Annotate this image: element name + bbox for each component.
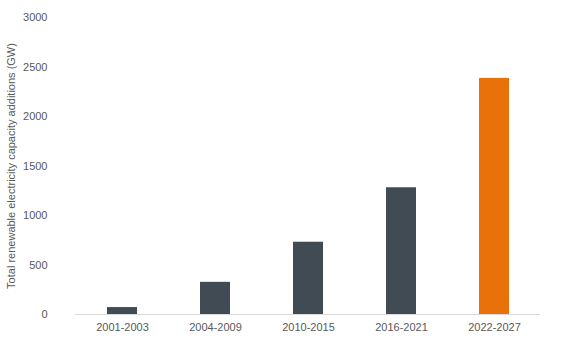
svg-text:0: 0 xyxy=(41,308,47,320)
svg-text:2001-2003: 2001-2003 xyxy=(96,321,149,333)
svg-text:1500: 1500 xyxy=(23,160,47,172)
svg-text:500: 500 xyxy=(29,259,47,271)
svg-text:2004-2009: 2004-2009 xyxy=(189,321,242,333)
svg-text:1000: 1000 xyxy=(23,209,47,221)
svg-text:2010-2015: 2010-2015 xyxy=(282,321,335,333)
svg-text:2022-2027: 2022-2027 xyxy=(468,321,521,333)
svg-text:2016-2021: 2016-2021 xyxy=(375,321,428,333)
svg-text:2000: 2000 xyxy=(23,110,47,122)
svg-text:2500: 2500 xyxy=(23,61,47,73)
svg-text:Total renewable electricity ca: Total renewable electricity capacity add… xyxy=(5,43,17,289)
svg-text:3000: 3000 xyxy=(23,11,47,23)
